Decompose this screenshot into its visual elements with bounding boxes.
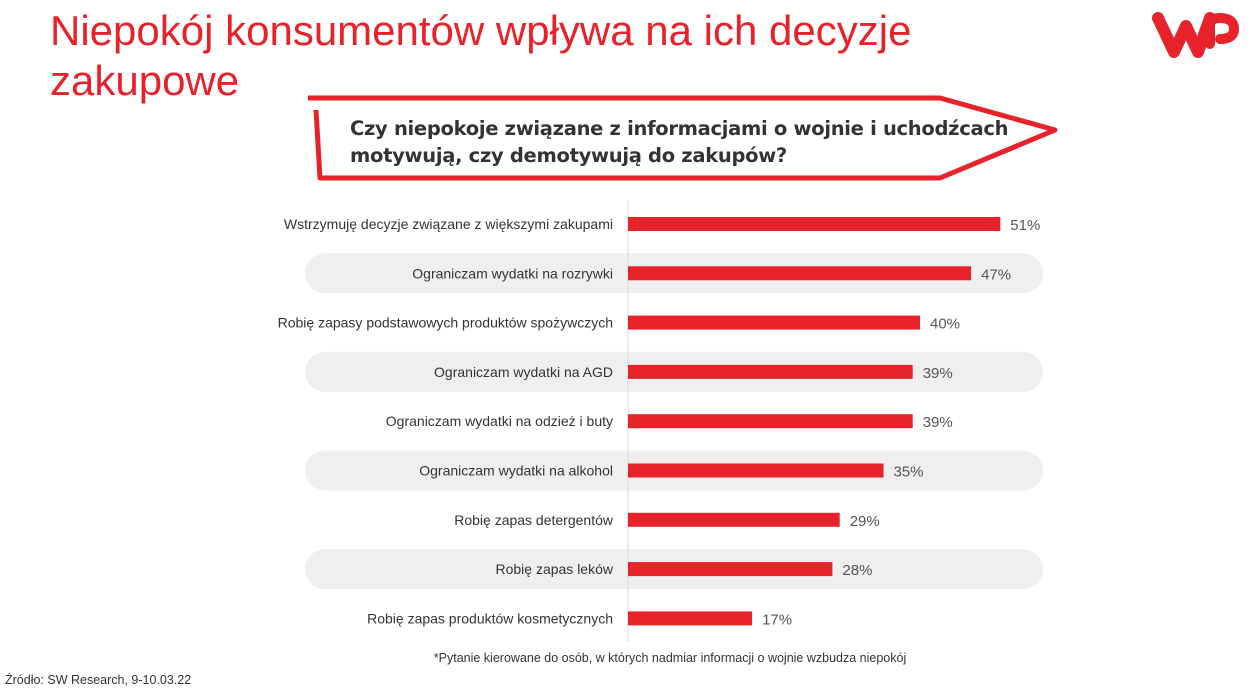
bar bbox=[628, 315, 920, 330]
category-label: Ograniczam wydatki na AGD bbox=[434, 364, 613, 380]
question-text: Czy niepokoje związane z informacjami o … bbox=[350, 117, 1009, 167]
value-label: 47% bbox=[981, 266, 1011, 283]
source: Źródło: SW Research, 9-10.03.22 bbox=[5, 673, 192, 687]
bar bbox=[628, 463, 884, 478]
value-label: 35% bbox=[894, 464, 924, 481]
category-label: Robię zapasy podstawowych produktów spoż… bbox=[278, 315, 613, 331]
bar bbox=[628, 364, 913, 379]
bar bbox=[628, 512, 840, 527]
category-label: Ograniczam wydatki na alkohol bbox=[419, 463, 613, 479]
value-label: 40% bbox=[930, 316, 960, 333]
value-label: 29% bbox=[850, 513, 880, 530]
value-label: 39% bbox=[923, 414, 953, 431]
bar bbox=[628, 217, 1001, 231]
category-label: Robię zapas produktów kosmetycznych bbox=[367, 610, 613, 626]
bar bbox=[628, 414, 913, 429]
footnote: *Pytanie kierowane do osób, w których na… bbox=[433, 651, 907, 665]
page-title: Niepokój konsumentów wpływa na ich decyz… bbox=[50, 7, 912, 104]
question-banner bbox=[308, 95, 1058, 181]
category-label: Robię zapas leków bbox=[495, 561, 613, 577]
bar bbox=[628, 611, 753, 626]
bar bbox=[628, 266, 972, 281]
category-label: Ograniczam wydatki na odzież i buty bbox=[386, 413, 613, 429]
wp-logo bbox=[1152, 12, 1240, 58]
category-label: Ograniczam wydatki na rozrywki bbox=[412, 265, 613, 281]
value-label: 51% bbox=[1010, 217, 1040, 234]
value-label: 28% bbox=[842, 562, 872, 579]
category-label: Robię zapas detergentów bbox=[454, 512, 614, 528]
value-label: 39% bbox=[923, 365, 953, 382]
value-label: 17% bbox=[762, 611, 792, 628]
bar bbox=[628, 562, 833, 577]
category-label: Wstrzymuję decyzje związane z większymi … bbox=[284, 216, 613, 232]
